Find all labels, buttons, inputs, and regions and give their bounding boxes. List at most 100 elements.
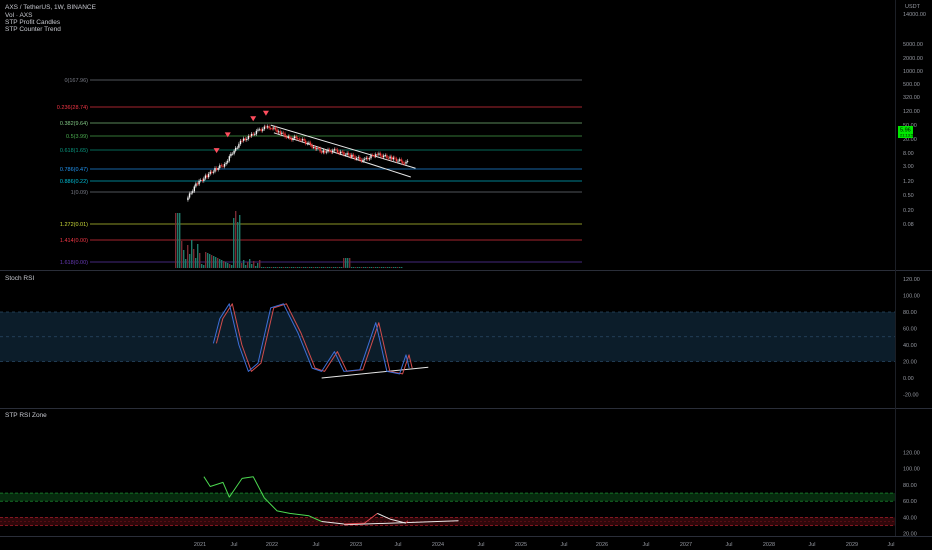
price-candle (277, 131, 280, 133)
volume-bar (273, 267, 275, 268)
volume-bar (229, 264, 231, 268)
stoch-rsi-axis-tick: 0.00 (903, 376, 914, 382)
stoch-rsi-axis-tick: 40.00 (903, 343, 917, 349)
sell-signal-marker (213, 148, 220, 154)
volume-bar (195, 258, 197, 268)
trendline-price (270, 124, 416, 169)
volume-bar (175, 213, 177, 268)
price-candle (276, 129, 278, 133)
stoch-rsi-axis-tick: -20.00 (903, 393, 919, 399)
volume-bar (257, 263, 259, 268)
price-candle (262, 129, 264, 131)
volume-bar (337, 267, 339, 268)
price-candle (352, 154, 355, 157)
price-axis-tick: 14000.00 (903, 12, 926, 18)
fib-level-label: 1.414(0.00) (60, 238, 88, 244)
price-candle (203, 178, 205, 182)
price-axis-divider (895, 0, 896, 536)
last-price-countdown: 21:13:53 (900, 133, 916, 138)
pane-divider-stoch-stp[interactable] (0, 408, 932, 409)
price-candle (250, 133, 253, 137)
time-axis-label: Jul (642, 542, 649, 548)
volume-bar (225, 262, 227, 268)
volume-bar (349, 258, 351, 268)
price-candle (330, 150, 332, 153)
price-candle (316, 148, 318, 150)
volume-bar (391, 267, 393, 268)
volume-bar (295, 267, 297, 268)
price-candle (199, 180, 202, 182)
volume-bar (363, 267, 365, 268)
price-candle (260, 129, 262, 131)
price-candle (239, 140, 242, 145)
volume-bar (375, 267, 377, 268)
time-axis-label: Jul (725, 542, 732, 548)
price-candle (206, 175, 208, 178)
stp-rsi-axis-tick: 100.00 (903, 467, 920, 473)
price-candle (289, 136, 291, 139)
price-candle (196, 183, 199, 185)
price-candle (394, 157, 396, 159)
fib-level-label: 0.236(28.74) (57, 105, 88, 111)
volume-bar (355, 267, 357, 268)
volume-bar (185, 259, 187, 268)
volume-bar (189, 254, 191, 268)
price-candle (225, 162, 227, 164)
price-candle (249, 136, 251, 137)
volume-bar (227, 263, 229, 268)
price-axis-tick: 20.00 (903, 137, 917, 143)
stoch-rsi-title[interactable]: Stoch RSI (5, 275, 35, 282)
price-candle (362, 159, 364, 162)
stp-rsi-title[interactable]: STP RSI Zone (5, 412, 47, 419)
price-candle (298, 139, 301, 140)
volume-bar (267, 267, 269, 268)
symbol-title[interactable]: AXS / TetherUS, 1W, BINANCE (5, 4, 96, 11)
volume-bar (309, 267, 311, 268)
indicator-profit-candles-label[interactable]: STP Profit Candles (5, 19, 61, 26)
volume-bar (401, 267, 403, 268)
time-axis-label: 2029 (846, 542, 858, 548)
price-candle (287, 136, 289, 138)
price-candle (207, 173, 210, 178)
volume-bar (255, 266, 257, 268)
price-candle (314, 147, 316, 150)
volume-bar (223, 261, 225, 268)
price-candle (400, 159, 402, 162)
stp-rsi-axis-tick: 60.00 (903, 499, 917, 505)
volume-bar (367, 267, 369, 268)
price-axis-tick: 120.00 (903, 109, 920, 115)
pane-divider-price-stoch[interactable] (0, 270, 932, 271)
price-candle (378, 153, 380, 155)
indicator-counter-trend-label[interactable]: STP Counter Trend (5, 26, 61, 33)
price-candle (384, 155, 387, 157)
price-candle (297, 138, 299, 140)
volume-bar (207, 253, 209, 268)
volume-bar (325, 267, 327, 268)
volume-bar (179, 213, 181, 268)
volume-bar (397, 267, 399, 268)
price-candle (284, 133, 286, 137)
volume-bar (279, 267, 281, 268)
volume-bars (175, 211, 403, 268)
time-axis-label: Jul (312, 542, 319, 548)
price-candle (252, 133, 254, 135)
volume-bar (343, 258, 345, 268)
price-candle (360, 159, 363, 162)
price-candle (214, 168, 216, 172)
price-candle (217, 168, 219, 170)
price-candle (212, 171, 215, 173)
indicator-volume-label[interactable]: Vol · AXS (5, 12, 33, 19)
price-axis-tick: 0.50 (903, 193, 914, 199)
price-candle (254, 134, 256, 136)
volume-bar (215, 257, 217, 268)
volume-bar (241, 263, 243, 268)
price-candle (300, 139, 302, 141)
volume-bar (347, 258, 349, 268)
price-candle (357, 157, 359, 158)
price-axis-tick: 1.20 (903, 179, 914, 185)
price-candle (242, 138, 245, 141)
volume-bar (311, 267, 313, 268)
volume-bar (259, 260, 261, 268)
trendline-stp (343, 520, 459, 526)
